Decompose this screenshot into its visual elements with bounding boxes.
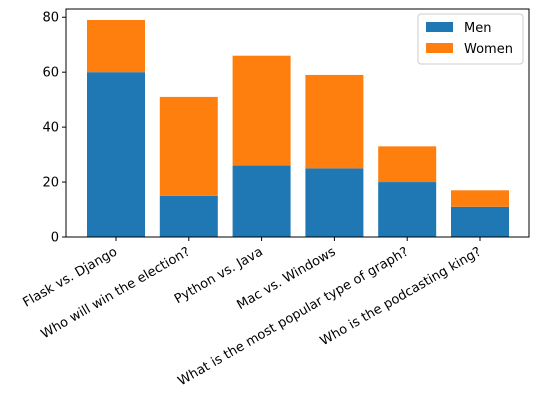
bars-layer xyxy=(87,19,509,238)
legend-label-men: Men xyxy=(464,21,491,36)
legend-swatch-women xyxy=(426,43,453,53)
bar-women-4 xyxy=(378,146,437,183)
bar-men-3 xyxy=(305,168,364,237)
plot-frame xyxy=(65,8,530,238)
y-tick-label-80: 80 xyxy=(42,11,59,26)
bar-women-5 xyxy=(451,190,509,207)
y-tick-label-60: 60 xyxy=(42,66,59,81)
bar-men-5 xyxy=(451,206,509,237)
bar-men-2 xyxy=(232,165,291,237)
bar-men-0 xyxy=(87,72,145,238)
y-tick-label-0: 0 xyxy=(51,231,59,246)
y-tick-label-40: 40 xyxy=(42,121,59,136)
bar-women-2 xyxy=(232,55,291,166)
bar-men-1 xyxy=(159,195,218,237)
legend-label-women: Women xyxy=(464,42,513,57)
legend-swatch-men xyxy=(426,22,453,32)
bar-women-1 xyxy=(159,96,218,196)
bar-women-3 xyxy=(305,74,364,169)
bar-men-4 xyxy=(378,182,437,237)
legend: Men Women xyxy=(417,13,524,65)
y-tick-label-20: 20 xyxy=(42,176,59,191)
bar-women-0 xyxy=(87,19,145,73)
